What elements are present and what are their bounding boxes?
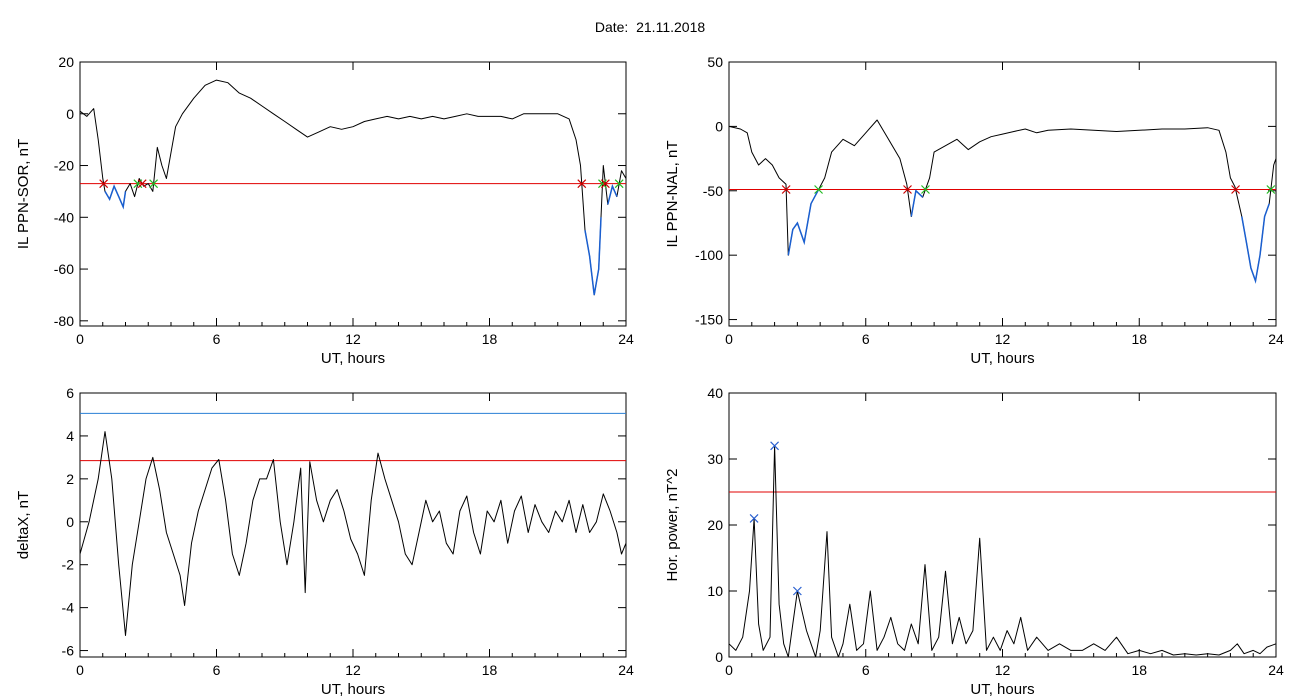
crossing-marker <box>903 185 912 194</box>
x-tick-label: 24 <box>618 662 634 678</box>
x-tick-label: 24 <box>1268 662 1284 678</box>
x-axis-title: UT, hours <box>321 350 385 367</box>
x-tick-label: 18 <box>482 331 498 347</box>
crossing-marker <box>598 179 607 189</box>
crossing-marker <box>614 179 624 189</box>
panel-il-ppn-sor: 0 6 12 18 24 20 0 -20 -40 -60 -80 UT, hours IL PPN-S… <box>15 54 634 367</box>
plot-frame <box>79 61 627 327</box>
x-tick-label: 0 <box>76 331 84 347</box>
series-line <box>79 431 627 636</box>
y-tick-label: 40 <box>707 385 723 401</box>
y-tick-label: 50 <box>707 54 723 70</box>
x-tick-label: 18 <box>482 662 498 678</box>
crossing-marker <box>133 179 143 189</box>
y-tick-label: 0 <box>66 106 74 122</box>
y-tick-label: -150 <box>695 312 723 328</box>
x-tick-label: 18 <box>1131 662 1147 678</box>
crossing-marker <box>814 185 823 194</box>
y-tick-label: -100 <box>695 247 723 263</box>
x-tick-label: 24 <box>618 331 634 347</box>
crossing-marker <box>137 179 147 189</box>
y-tick-label: 2 <box>66 471 74 487</box>
x-tick-label: 18 <box>1131 331 1147 347</box>
below-threshold-segment <box>910 189 924 217</box>
y-tick-label: 4 <box>66 428 74 444</box>
y-tick-label: -2 <box>62 557 75 573</box>
below-threshold-segment <box>607 183 618 205</box>
y-tick-label: 20 <box>58 54 74 70</box>
date-label: Date: <box>594 19 629 35</box>
y-tick-label: -40 <box>54 209 74 225</box>
crossing-marker <box>921 185 930 194</box>
y-tick-label: -6 <box>62 643 75 659</box>
y-tick-label: -80 <box>54 313 74 329</box>
page-title: Date: 21.11.2018 <box>0 19 1300 35</box>
series-line <box>728 119 1277 282</box>
y-tick-label: 0 <box>715 118 723 134</box>
y-tick-label: -50 <box>703 183 723 199</box>
y-axis-title: IL PPN-SOR, nT <box>15 139 32 249</box>
y-tick-label: 20 <box>707 517 723 533</box>
x-axis-title: UT, hours <box>970 350 1034 367</box>
plot-frame <box>728 61 1277 327</box>
date-value: 21.11.2018 <box>636 19 706 35</box>
crossing-marker <box>600 179 610 189</box>
x-tick-label: 0 <box>725 331 733 347</box>
y-tick-label: 6 <box>66 385 74 401</box>
below-threshold-segment <box>104 184 127 210</box>
y-axis-title: deltaX, nT <box>15 491 32 559</box>
crossing-marker <box>781 185 791 194</box>
x-tick-label: 0 <box>725 662 733 678</box>
x-axis-title: UT, hours <box>970 681 1034 698</box>
peak-marker <box>770 441 780 451</box>
below-threshold-segment <box>1241 203 1270 284</box>
x-tick-label: 24 <box>1268 331 1284 347</box>
y-tick-label: 30 <box>707 451 723 467</box>
x-tick-label: 6 <box>213 331 221 347</box>
y-tick-label: 10 <box>707 583 723 599</box>
plot-frame <box>728 392 1277 658</box>
crossing-marker <box>1231 185 1240 194</box>
panel-hor-power: 0 6 12 18 24 40 30 20 10 0 UT, hours Hor. power, nT… <box>664 385 1284 698</box>
y-axis-title: IL PPN-NAL, nT <box>664 141 681 248</box>
x-tick-label: 12 <box>995 662 1011 678</box>
crossing-marker <box>99 179 109 189</box>
x-tick-label: 12 <box>995 331 1011 347</box>
x-tick-label: 12 <box>345 331 361 347</box>
panel-deltax: 0 6 12 18 24 6 4 2 0 -2 -4 -6 UT, hours deltaX, nT <box>15 385 634 698</box>
crossing-marker <box>149 179 159 189</box>
y-tick-label: 0 <box>715 649 723 665</box>
y-tick-label: -60 <box>54 261 74 277</box>
x-tick-label: 12 <box>345 662 361 678</box>
x-tick-label: 0 <box>76 662 84 678</box>
x-tick-label: 6 <box>213 662 221 678</box>
peak-marker <box>792 586 802 596</box>
series-line <box>79 79 627 296</box>
y-tick-label: -4 <box>62 600 75 616</box>
panel-il-ppn-nal: 0 6 12 18 24 50 0 -50 -100 -150 UT, hours IL PPN-NA… <box>664 54 1284 367</box>
crossing-marker <box>1266 185 1276 194</box>
x-tick-label: 6 <box>862 331 870 347</box>
y-tick-label: -20 <box>54 158 74 174</box>
x-tick-label: 6 <box>862 662 870 678</box>
below-threshold-segment <box>787 190 819 256</box>
below-threshold-segment <box>584 217 602 296</box>
series-line <box>728 445 1277 658</box>
y-axis-title: Hor. power, nT^2 <box>664 469 681 582</box>
x-axis-title: UT, hours <box>321 681 385 698</box>
y-tick-label: 0 <box>66 514 74 530</box>
peak-marker <box>749 513 759 523</box>
crossing-marker <box>577 179 587 189</box>
